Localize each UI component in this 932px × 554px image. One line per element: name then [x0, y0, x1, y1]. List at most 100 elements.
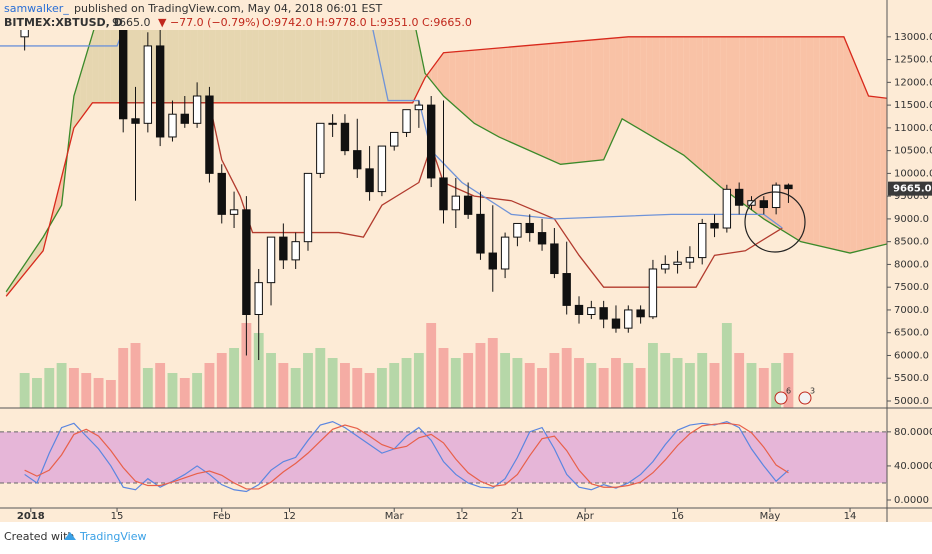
cloud-segment [727, 37, 733, 196]
cloud-segment [462, 51, 468, 118]
x-tick-label: Mar [385, 511, 405, 522]
candle-body [378, 146, 385, 192]
volume-bar [426, 323, 436, 408]
volume-bar [192, 373, 202, 408]
brand[interactable]: TradingView [79, 530, 146, 543]
cloud-segment [641, 37, 647, 134]
volume-bar [229, 348, 239, 408]
cloud-segment [696, 37, 702, 171]
cloud-segment [456, 51, 462, 112]
cloud-segment [610, 38, 616, 146]
candle-body [612, 319, 619, 328]
volume-bar [352, 368, 362, 408]
cloud-segment [511, 46, 517, 145]
candle-body [674, 262, 681, 264]
y-tick-label: 8000.0 [894, 259, 929, 270]
candle-body [181, 114, 188, 123]
cloud-segment [832, 37, 838, 250]
cloud-segment [616, 37, 622, 132]
candle-body [538, 233, 545, 244]
x-tick-label: 21 [511, 511, 524, 522]
volume-bar [205, 363, 215, 408]
candle-body [317, 123, 324, 173]
volume-bar [549, 353, 559, 408]
cloud-segment [597, 39, 603, 160]
cloud-segment [850, 52, 856, 253]
volume-bar [328, 358, 338, 408]
volume-bar [377, 368, 387, 408]
volume-bar [734, 353, 744, 408]
candle-body [785, 185, 792, 189]
candle-body [575, 305, 582, 314]
cloud-segment [505, 47, 511, 143]
y-tick-label: 7000.0 [894, 305, 929, 316]
volume-bar [586, 363, 596, 408]
volume-bar [599, 368, 609, 408]
y-tick-label: 12000.0 [894, 77, 932, 88]
volume-bar [636, 368, 646, 408]
cloud-segment [530, 45, 536, 154]
candle-body [255, 283, 262, 315]
cloud-segment [739, 37, 745, 205]
candle-body [501, 237, 508, 269]
cloud-segment [628, 37, 634, 126]
candle-body [662, 264, 669, 269]
volume-bar [500, 353, 510, 408]
candle-body [526, 223, 533, 232]
cloud-segment [795, 37, 801, 242]
event-count: 6 [786, 387, 791, 396]
ohlc: O:9742.0 H:9778.0 L:9351.0 C:9665.0 [262, 16, 472, 29]
published: published on TradingView.com, May 04, 20… [74, 2, 382, 15]
cloud-segment [671, 37, 677, 152]
cloud-segment [622, 37, 628, 123]
cloud-segment [733, 37, 739, 201]
volume-bar [747, 363, 757, 408]
cloud-segment [561, 42, 567, 164]
cloud-segment [844, 37, 850, 253]
candle-body [193, 96, 200, 123]
volume-bar [44, 368, 54, 408]
cloud-segment [573, 41, 579, 163]
cloud-segment [659, 37, 665, 144]
event-count: 3 [810, 387, 815, 396]
volume-bar [266, 353, 276, 408]
cloud-segment [548, 43, 554, 161]
volume-bar [155, 363, 165, 408]
cloud-segment [881, 98, 887, 246]
candle-body [366, 169, 373, 192]
volume-bar [315, 348, 325, 408]
volume-bar [414, 353, 424, 408]
volume-bar [562, 348, 572, 408]
volume-bar [402, 358, 412, 408]
oscillator-band [0, 432, 887, 483]
candle-body [403, 110, 410, 133]
cloud-segment [745, 37, 751, 210]
footer-text: Created with [4, 530, 74, 543]
candle-body [304, 173, 311, 241]
y-tick-label: 5000.0 [894, 396, 929, 407]
y-tick-label: 12500.0 [894, 55, 932, 66]
x-tick-label: 16 [671, 511, 684, 522]
cloud-segment [807, 37, 813, 245]
candle-body [686, 258, 693, 263]
volume-bar [57, 363, 67, 408]
y-tick-label: 11000.0 [894, 123, 932, 134]
volume-bar [439, 348, 449, 408]
volume-bar [291, 368, 301, 408]
y-tick-label: 6000.0 [894, 350, 929, 361]
volume-bar [365, 373, 375, 408]
x-tick-label: 14 [844, 511, 857, 522]
candle-body [267, 237, 274, 283]
price-tag-label: 9665.0 [893, 184, 932, 195]
volume-bar [685, 363, 695, 408]
volume-bar [131, 343, 141, 408]
candle-body [452, 196, 459, 210]
cloud-segment [480, 49, 486, 130]
y-tick-label: 11500.0 [894, 100, 932, 111]
candle-body [514, 223, 521, 237]
volume-bar [106, 380, 116, 408]
x-tick-label: Feb [213, 511, 231, 522]
osc-y-tick-label: 0.0000 [894, 495, 929, 506]
cloud-segment [647, 37, 653, 137]
